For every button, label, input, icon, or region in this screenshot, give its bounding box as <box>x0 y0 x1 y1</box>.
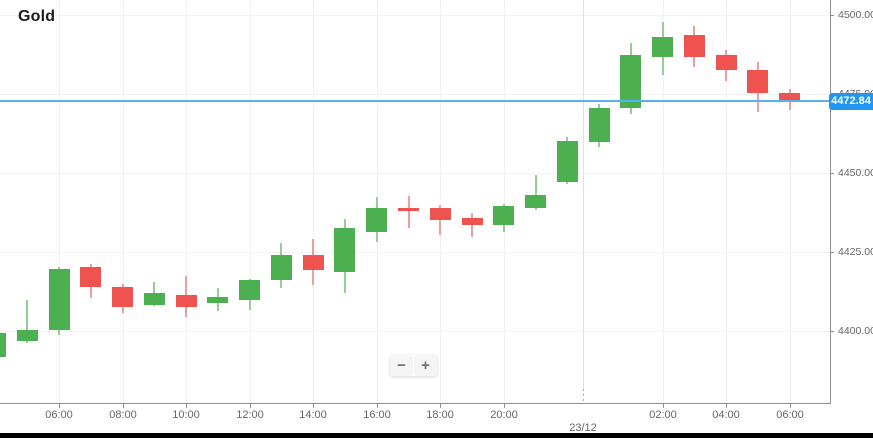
vertical-gridline <box>440 0 441 403</box>
candle-wick[interactable] <box>535 175 537 210</box>
time-axis-label: 20:00 <box>490 409 518 421</box>
time-axis-tick <box>250 404 251 408</box>
vertical-gridline <box>250 0 251 403</box>
candle-body-up[interactable] <box>525 195 546 208</box>
candle-body-down[interactable] <box>747 70 768 93</box>
candle-wick[interactable] <box>471 213 473 237</box>
symbol-title: Gold <box>18 8 56 25</box>
candle-body-up[interactable] <box>0 333 6 357</box>
vertical-gridline <box>790 0 791 403</box>
price-axis-label: 4450.00 <box>838 167 873 179</box>
candle-body-down[interactable] <box>462 218 483 225</box>
candle-body-up[interactable] <box>589 108 610 142</box>
time-axis-tick <box>790 404 791 408</box>
candle-body-up[interactable] <box>334 228 355 272</box>
candle-body-up[interactable] <box>271 255 292 280</box>
price-axis-tick <box>830 173 834 174</box>
candle-body-up[interactable] <box>239 280 260 300</box>
vertical-gridline <box>663 0 664 403</box>
price-axis-label: 4425.00 <box>838 246 873 258</box>
price-axis-tick <box>830 252 834 253</box>
candle-body-up[interactable] <box>17 330 38 341</box>
time-axis-label: 02:00 <box>649 409 677 421</box>
vertical-gridline <box>59 0 60 403</box>
vertical-gridline <box>504 0 505 403</box>
time-axis-tick <box>313 404 314 408</box>
date-separator-line <box>583 0 584 389</box>
time-axis-tick <box>59 404 60 408</box>
horizontal-gridline <box>0 94 830 95</box>
candle-body-down[interactable] <box>716 55 737 70</box>
time-axis-label: 10:00 <box>172 409 200 421</box>
candle-body-down[interactable] <box>684 35 705 57</box>
vertical-gridline <box>123 0 124 403</box>
vertical-gridline <box>313 0 314 403</box>
horizontal-gridline <box>0 331 830 332</box>
zoom-controls: − + <box>390 355 437 376</box>
candle-body-down[interactable] <box>303 255 324 270</box>
window-bottom-edge <box>0 433 873 438</box>
time-axis-line <box>0 403 831 404</box>
candle-wick[interactable] <box>439 205 441 235</box>
candle-body-up[interactable] <box>652 37 673 57</box>
time-axis-tick <box>123 404 124 408</box>
time-axis-label: 04:00 <box>712 409 740 421</box>
time-axis-label: 06:00 <box>776 409 804 421</box>
candle-body-up[interactable] <box>207 297 228 303</box>
price-axis-label: 4500.00 <box>838 9 873 21</box>
time-axis-label: 18:00 <box>426 409 454 421</box>
time-axis-tick <box>726 404 727 408</box>
time-axis-tick <box>504 404 505 408</box>
candle-wick[interactable] <box>408 196 410 228</box>
zoom-in-button[interactable]: + <box>414 355 437 376</box>
candle-body-down[interactable] <box>176 295 197 307</box>
current-price-label: 4472.84 <box>829 93 873 110</box>
candle-body-up[interactable] <box>144 293 165 305</box>
horizontal-gridline <box>0 15 830 16</box>
candle-body-down[interactable] <box>398 208 419 211</box>
vertical-gridline <box>726 0 727 403</box>
candle-body-up[interactable] <box>49 269 70 330</box>
current-price-line <box>0 100 830 102</box>
horizontal-gridline <box>0 252 830 253</box>
candle-body-down[interactable] <box>430 208 451 220</box>
time-axis-tick <box>663 404 664 408</box>
candle-body-up[interactable] <box>493 206 514 225</box>
candle-body-down[interactable] <box>112 287 133 307</box>
time-axis-tick <box>186 404 187 408</box>
time-axis-label: 12:00 <box>236 409 264 421</box>
candle-body-up[interactable] <box>557 141 578 182</box>
price-axis-tick <box>830 331 834 332</box>
time-axis-label: 16:00 <box>363 409 391 421</box>
candle-body-up[interactable] <box>366 208 387 232</box>
time-axis-label: 06:00 <box>45 409 73 421</box>
candle-body-down[interactable] <box>80 267 101 287</box>
vertical-gridline <box>186 0 187 403</box>
horizontal-gridline <box>0 173 830 174</box>
price-axis-tick <box>830 15 834 16</box>
candle-body-down[interactable] <box>779 93 800 100</box>
zoom-out-button[interactable]: − <box>390 355 413 376</box>
price-axis-label: 4400.00 <box>838 325 873 337</box>
candle-body-up[interactable] <box>620 55 641 108</box>
date-label: 23/12 <box>569 422 597 434</box>
date-separator-dots <box>583 389 584 403</box>
time-axis-label: 08:00 <box>109 409 137 421</box>
price-axis-line <box>830 0 831 403</box>
time-axis-tick <box>440 404 441 408</box>
time-axis-label: 14:00 <box>299 409 327 421</box>
time-axis-tick <box>377 404 378 408</box>
candle-wick[interactable] <box>26 300 28 343</box>
